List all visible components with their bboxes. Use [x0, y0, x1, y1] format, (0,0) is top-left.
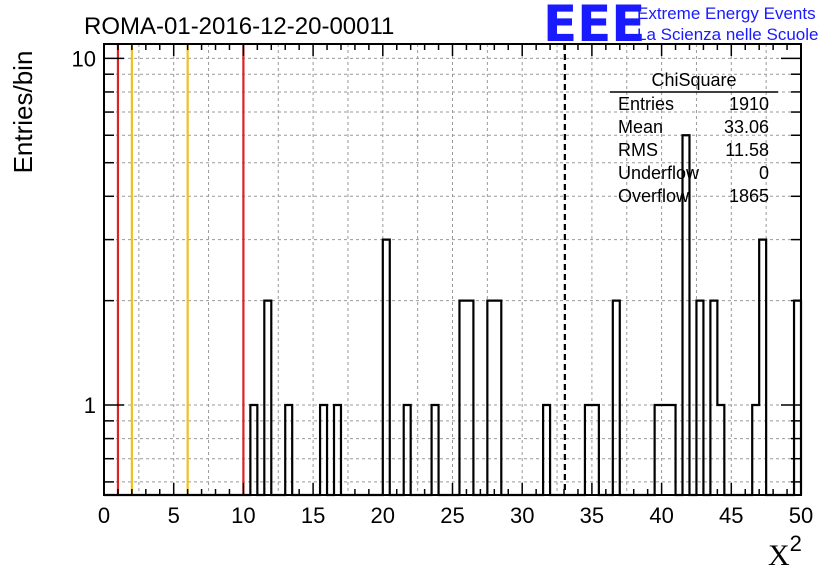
x-tick-label: 50 — [789, 503, 813, 528]
x-tick-label: 15 — [301, 503, 325, 528]
x-tick-label: 40 — [649, 503, 673, 528]
stats-title: ChiSquare — [651, 70, 736, 90]
stats-label: Mean — [618, 117, 663, 137]
stats-label: Overflow — [618, 186, 690, 206]
logo-line2: La Scienza nelle Scuole — [637, 25, 818, 44]
y-tick-label: 10 — [72, 46, 96, 71]
logo-line1: Extreme Energy Events — [637, 4, 816, 23]
x-tick-label: 25 — [440, 503, 464, 528]
histogram-outline — [104, 134, 803, 497]
x-tick-label: 30 — [510, 503, 534, 528]
stats-value: 33.06 — [724, 117, 769, 137]
x-tick-label: 0 — [98, 503, 110, 528]
x-tick-label: 10 — [231, 503, 255, 528]
stats-value: 11.58 — [725, 140, 769, 160]
stats-label: Entries — [618, 94, 674, 114]
stats-box: ChiSquare Entries 1910 Mean 33.06 RMS 11.58 Un… — [610, 70, 778, 206]
eee-logo: EEE Extreme Energy Events La Scienza nel… — [543, 0, 818, 53]
y-tick-label: 1 — [84, 393, 96, 418]
x-tick-label: 45 — [719, 503, 743, 528]
y-axis-label: Entries/bin — [8, 51, 38, 174]
x-tick-label: 20 — [371, 503, 395, 528]
x-tick-label: 35 — [580, 503, 604, 528]
axis-ticks: 0 5 10 15 20 25 30 35 40 45 50 1 10 — [72, 44, 813, 528]
x-axis-label: X2 — [768, 531, 802, 572]
reference-lines — [116, 44, 566, 495]
stats-value: 1910 — [729, 94, 769, 114]
stats-label: RMS — [618, 140, 658, 160]
x-tick-label: 5 — [168, 503, 180, 528]
stats-value: 1865 — [729, 186, 769, 206]
grid-lines — [103, 44, 802, 495]
stats-value: 0 — [759, 163, 769, 183]
stats-label: Underflow — [618, 163, 700, 183]
chart-title: ROMA-01-2016-12-20-00011 — [84, 13, 394, 40]
logo-mark: EEE — [543, 0, 645, 53]
